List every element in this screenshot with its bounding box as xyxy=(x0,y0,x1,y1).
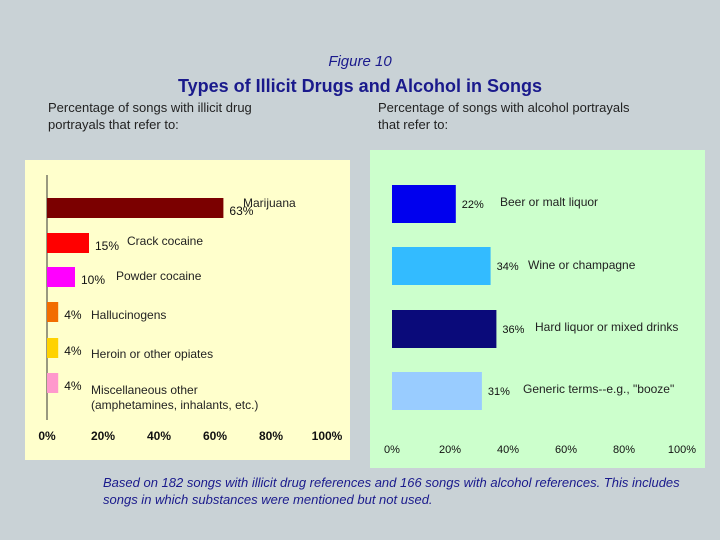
drug-chart-panel: 63% Marijuana 15% Crack cocaine 10% Powder co… xyxy=(25,160,350,460)
drug-x-tick-label: 0% xyxy=(38,429,56,443)
drug-x-tick-label: 40% xyxy=(147,429,171,443)
alcohol-x-tick-label: 100% xyxy=(668,444,696,456)
drug-chart-subtitle: Percentage of songs with illicit drug po… xyxy=(48,100,252,132)
drug-bar xyxy=(47,267,75,287)
alcohol-x-tick-label: 40% xyxy=(497,444,519,456)
alcohol-bar xyxy=(392,310,497,348)
drug-x-tick-label: 60% xyxy=(203,429,227,443)
drug-value-label: 15% xyxy=(95,239,119,253)
drug-category-label: Hallucinogens xyxy=(91,308,166,322)
alcohol-value-label: 31% xyxy=(488,386,510,398)
alcohol-x-tick-label: 0% xyxy=(384,444,400,456)
drug-bar xyxy=(47,233,89,253)
chart-title: Types of Illicit Drugs and Alcohol in So… xyxy=(177,76,543,96)
alcohol-x-tick-label: 60% xyxy=(555,444,577,456)
drug-value-label: 63% xyxy=(229,204,253,218)
drug-bar-chart: 63%Marijuana 15% Crack cocaine 10% Powder co… xyxy=(38,175,343,443)
alcohol-bar xyxy=(392,185,456,223)
alcohol-category-label: Beer or malt liquor xyxy=(500,195,598,209)
drug-category-label: Heroin or other opiates xyxy=(91,347,213,361)
figure-label: Figure 10 xyxy=(328,53,392,70)
drug-bar xyxy=(47,373,59,393)
alcohol-category-label: Generic terms--e.g., "booze" xyxy=(523,382,674,396)
drug-category-label: Crack cocaine xyxy=(127,234,203,248)
alcohol-bar xyxy=(392,372,482,410)
drug-x-tick-label: 80% xyxy=(259,429,283,443)
drug-x-tick-label: 20% xyxy=(91,429,115,443)
drug-value-label: 4% xyxy=(64,379,82,393)
footnote: Based on 182 songs with illicit drug ref… xyxy=(103,475,680,507)
drug-category-label: Powder cocaine xyxy=(116,269,202,283)
drug-category-label: Miscellaneous other (amphetamines, inhala… xyxy=(91,383,258,412)
alcohol-chart-panel: 22% Beer or malt liquor 34% Wine or champag… xyxy=(370,150,705,468)
alcohol-chart-subtitle: Percentage of songs with alcohol portray… xyxy=(378,100,630,132)
alcohol-bar xyxy=(392,247,491,285)
alcohol-category-label: Wine or champagne xyxy=(528,258,636,272)
drug-category-label: Marijuana xyxy=(243,196,296,210)
drug-value-label: 10% xyxy=(81,273,105,287)
drug-value-label: 4% xyxy=(64,308,82,322)
alcohol-x-tick-label: 20% xyxy=(439,444,461,456)
drug-x-tick-label: 100% xyxy=(312,429,343,443)
alcohol-value-label: 34% xyxy=(497,261,519,273)
drug-bar xyxy=(47,198,224,218)
alcohol-bar-chart: 22% Beer or malt liquor 34% Wine or champag… xyxy=(384,185,696,456)
drug-bar xyxy=(47,338,59,358)
drug-value-label: 4% xyxy=(64,344,82,358)
drug-bar xyxy=(47,302,59,322)
alcohol-x-tick-label: 80% xyxy=(613,444,635,456)
alcohol-value-label: 36% xyxy=(502,324,524,336)
alcohol-category-label: Hard liquor or mixed drinks xyxy=(535,320,678,334)
alcohol-value-label: 22% xyxy=(462,199,484,211)
